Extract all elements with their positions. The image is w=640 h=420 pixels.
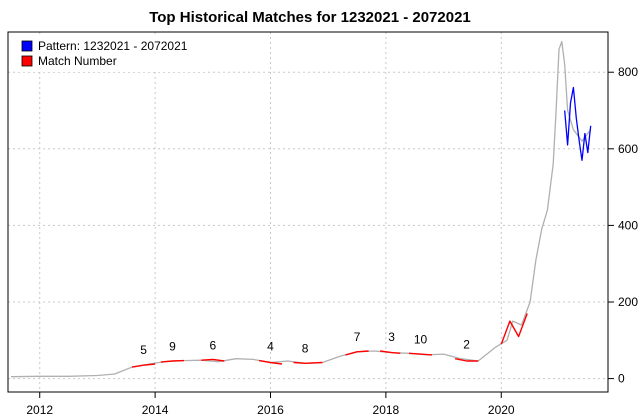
x-tick-label: 2014: [142, 403, 169, 417]
plot-frame: [7, 31, 609, 393]
y-tick-label: 200: [618, 295, 638, 309]
x-tick-label: 2018: [373, 403, 400, 417]
axis-layer: 2012 2014 2016 2018 2020 0 200 400 600 800: [7, 31, 638, 417]
x-tick-label: 2012: [26, 403, 53, 417]
match-segment-5: [131, 363, 156, 368]
match-number-label: 8: [302, 342, 309, 356]
grid-layer: [8, 32, 608, 392]
match-segment-4: [258, 359, 283, 365]
match-number-label: 2: [463, 338, 470, 352]
y-tick-label: 0: [618, 372, 625, 386]
match-number-label: 5: [140, 343, 147, 357]
x-tick-label: 2016: [257, 403, 284, 417]
match-number-label: 7: [354, 330, 361, 344]
match-segment-8: [293, 361, 323, 364]
match-segment-9: [160, 359, 185, 363]
match-number-label: 9: [169, 340, 176, 354]
match-segment-2: [454, 358, 479, 362]
y-tick-label: 800: [618, 65, 638, 79]
y-tick-label: 600: [618, 142, 638, 156]
match-number-label: 6: [209, 338, 216, 352]
match-number-label: 4: [267, 340, 274, 354]
match-number-label: 3: [388, 330, 395, 344]
y-tick-label: 400: [618, 218, 638, 232]
match-segment-3: [380, 350, 401, 354]
match-number-label: 10: [414, 332, 428, 346]
legend-label: Pattern: 1232021 - 2072021: [38, 39, 188, 53]
legend-swatch: [21, 40, 33, 52]
match-segment-1: [500, 313, 528, 345]
legend-swatch: [21, 55, 33, 67]
legend-box: [16, 36, 206, 72]
match-segment-7: [345, 350, 369, 356]
chart-title: Top Historical Matches for 1232021 - 207…: [149, 9, 471, 26]
match-segment-6: [201, 358, 225, 362]
x-tick-label: 2020: [488, 403, 515, 417]
legend-label: Match Number: [38, 54, 117, 68]
match-segment-10: [408, 352, 433, 356]
match-layer: 5 9 6 4 8 7 3 10 2: [131, 313, 528, 368]
pattern-series-line: [564, 86, 592, 161]
